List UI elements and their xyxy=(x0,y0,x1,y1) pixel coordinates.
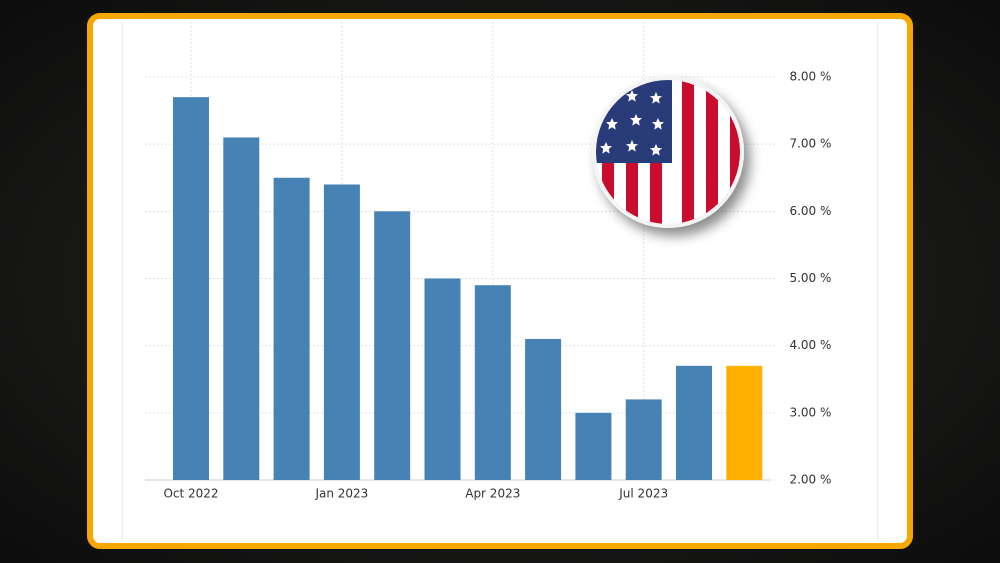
y-tick-label: 8.00 % xyxy=(789,70,831,84)
bar xyxy=(726,365,763,480)
bar xyxy=(676,365,712,480)
x-tick-label: Apr 2023 xyxy=(465,487,520,501)
x-tick-label: Jul 2023 xyxy=(618,487,668,501)
bar xyxy=(625,399,662,480)
bar xyxy=(223,137,260,480)
y-tick-label: 5.00 % xyxy=(789,271,831,285)
y-tick-label: 7.00 % xyxy=(789,137,831,151)
plot: 2.00 % 3.00 % 4.00 % 5.00 % 6.00 % 7.00 % 8.00… xyxy=(145,22,831,501)
bar xyxy=(525,338,562,480)
bar xyxy=(474,285,511,480)
x-tick-label: Jan 2023 xyxy=(314,487,368,501)
y-tick-label: 2.00 % xyxy=(789,473,831,487)
bar xyxy=(273,177,310,480)
y-tick-label: 6.00 % xyxy=(789,204,831,218)
bar xyxy=(374,211,411,481)
us-flag xyxy=(592,76,744,228)
bar xyxy=(424,278,461,480)
bar xyxy=(323,184,360,480)
bar xyxy=(575,412,612,480)
x-tick-label: Oct 2022 xyxy=(163,487,218,501)
y-tick-label: 4.00 % xyxy=(789,338,831,352)
bar xyxy=(173,97,209,481)
y-tick-label: 3.00 % xyxy=(789,405,831,419)
